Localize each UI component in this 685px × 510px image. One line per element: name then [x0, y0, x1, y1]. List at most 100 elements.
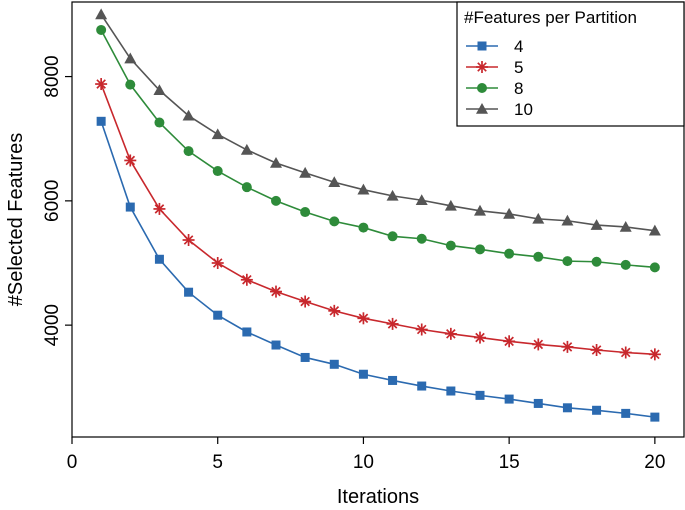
star-stroke	[620, 347, 631, 358]
data-point	[95, 8, 108, 20]
data-point	[561, 214, 574, 226]
data-point	[474, 331, 486, 344]
legend-entry-4: 4	[466, 37, 523, 56]
data-point	[300, 207, 311, 218]
star-stroke	[475, 332, 485, 343]
y-tick-label: 6000	[42, 180, 63, 222]
star-stroke	[650, 349, 660, 360]
data-point	[504, 248, 515, 259]
data-point	[357, 183, 370, 195]
data-point	[271, 340, 281, 350]
legend-box	[456, 1, 685, 127]
legend-label: 8	[514, 79, 523, 98]
series-8	[96, 24, 660, 273]
data-point	[212, 166, 223, 177]
legend-label: 10	[514, 100, 533, 119]
legend-swatch-marker	[477, 41, 487, 51]
data-point	[241, 182, 252, 193]
data-point	[620, 259, 631, 270]
data-point	[125, 202, 135, 212]
data-point	[240, 273, 253, 286]
data-point	[211, 128, 224, 140]
data-point	[358, 222, 369, 233]
series-4	[96, 116, 660, 422]
plot-area	[71, 1, 685, 438]
data-point	[417, 381, 427, 391]
data-point	[619, 220, 632, 232]
data-point	[475, 390, 485, 400]
y-axis: 4000 6000 8000	[42, 55, 72, 346]
data-point	[184, 287, 194, 297]
data-point	[154, 117, 165, 128]
star-stroke	[591, 345, 602, 355]
data-point	[562, 403, 572, 413]
data-point	[183, 146, 194, 157]
legend-swatch-marker	[476, 61, 488, 73]
legend-title: #Features per Partition	[464, 8, 637, 27]
data-point	[154, 254, 164, 264]
data-point	[96, 116, 106, 126]
data-point	[561, 340, 574, 353]
data-point	[532, 338, 545, 351]
data-point	[386, 317, 399, 330]
legend-swatch-marker	[476, 103, 488, 114]
data-point	[648, 348, 661, 361]
star-stroke	[446, 329, 456, 339]
series-line	[100, 121, 655, 418]
data-point	[213, 310, 223, 320]
data-point	[211, 257, 224, 269]
data-point	[621, 408, 631, 418]
data-point	[328, 176, 341, 188]
data-point	[503, 335, 516, 348]
x-axis-title: Iterations	[337, 486, 419, 508]
data-point	[532, 212, 545, 224]
data-point	[358, 369, 368, 379]
star-stroke	[533, 339, 544, 350]
data-point	[270, 156, 282, 168]
star-stroke	[212, 258, 223, 268]
legend: #Features per Partition 4 5 8 10	[456, 1, 685, 127]
data-point	[562, 256, 573, 267]
data-point	[504, 394, 514, 404]
data-point	[124, 154, 137, 167]
x-axis: 0 5 10 15 20	[67, 437, 665, 473]
star-stroke	[329, 306, 340, 316]
data-point	[590, 344, 603, 356]
star-stroke	[183, 235, 194, 245]
star-stroke	[358, 313, 369, 324]
data-point	[153, 202, 166, 215]
legend-entry-10: 10	[466, 100, 533, 119]
data-point	[240, 143, 253, 155]
data-point	[328, 304, 341, 317]
data-point	[153, 84, 166, 96]
series-5	[95, 78, 661, 361]
x-tick-label: 20	[644, 452, 665, 473]
data-point	[445, 240, 456, 251]
data-point	[416, 233, 427, 244]
star-stroke	[416, 324, 427, 335]
star-stroke	[271, 286, 281, 297]
data-point	[300, 352, 310, 362]
data-point	[415, 323, 428, 336]
data-point	[533, 398, 543, 408]
data-point	[619, 346, 632, 359]
data-point	[182, 109, 195, 121]
y-axis-title: #Selected Features	[5, 133, 27, 306]
legend-entry-5: 5	[466, 58, 523, 77]
data-point	[415, 194, 428, 206]
star-stroke	[477, 62, 487, 72]
data-point	[444, 199, 457, 211]
data-point	[533, 251, 544, 262]
x-tick-label: 5	[212, 452, 223, 473]
data-point	[299, 295, 312, 308]
plot-frame	[71, 1, 685, 438]
data-point	[242, 327, 252, 337]
data-point	[388, 375, 398, 385]
star-stroke	[96, 79, 106, 89]
data-point	[271, 195, 281, 206]
data-point	[357, 312, 370, 325]
legend-label: 4	[514, 37, 523, 56]
data-point	[475, 244, 485, 255]
star-stroke	[154, 204, 165, 214]
